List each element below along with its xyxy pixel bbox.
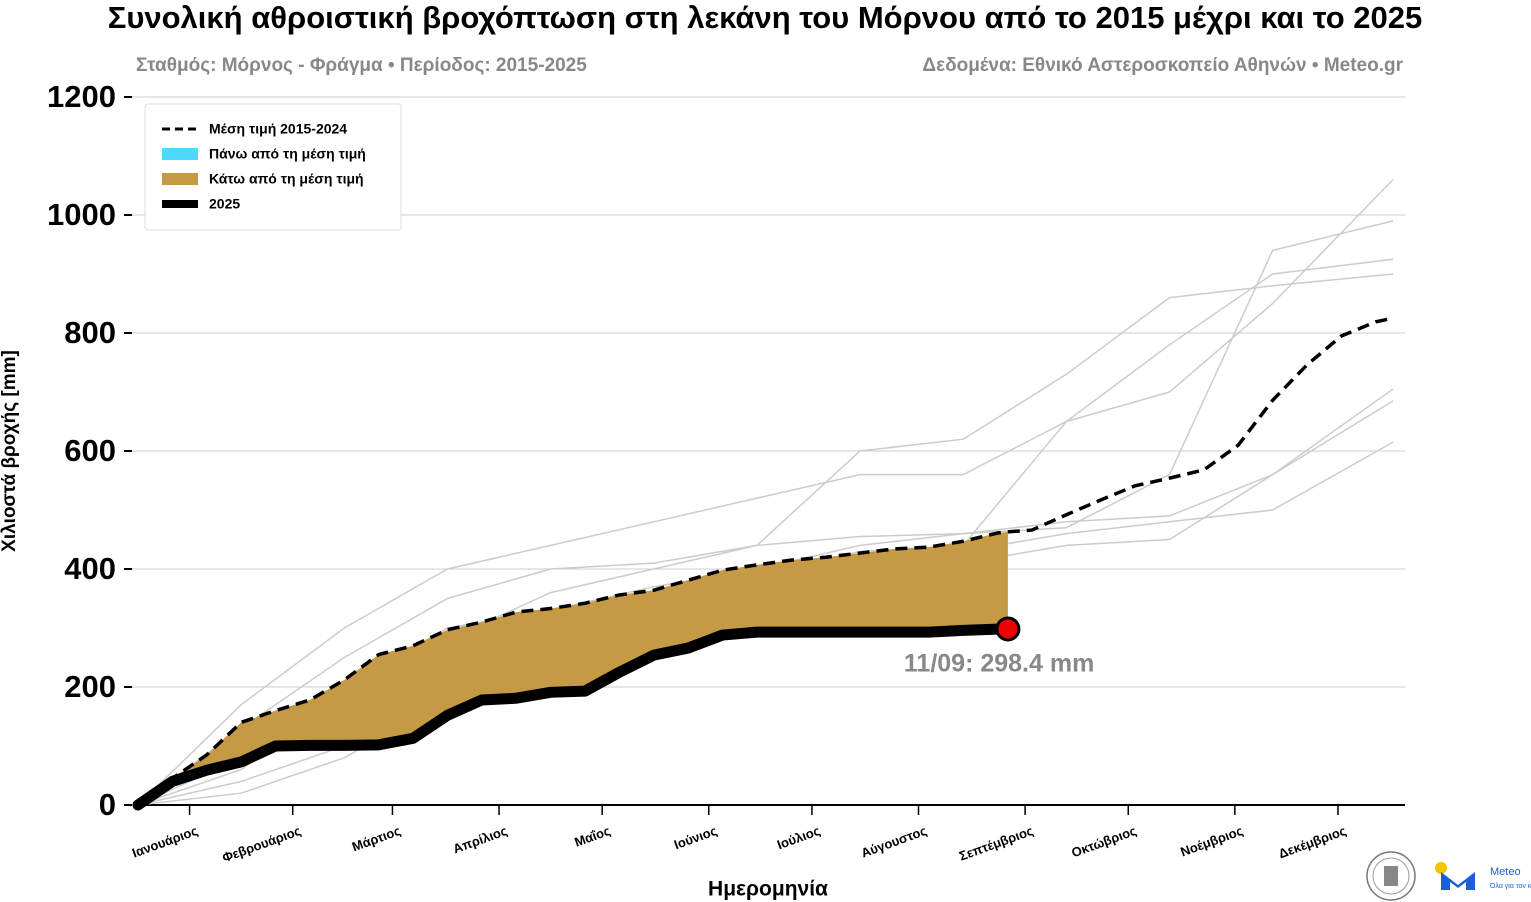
x-tick-label: Σεπτέμβριος [957, 823, 1035, 864]
x-axis-label: Ημερομηνία [708, 878, 828, 901]
logo-observatory [1366, 851, 1416, 901]
legend-label: 2025 [209, 196, 240, 212]
chart-title: Συνολική αθροιστική βροχόπτωση στη λεκάν… [108, 0, 1423, 35]
x-tick-label: Φεβρουάριος [220, 823, 303, 865]
y-tick-label: 200 [64, 669, 116, 704]
x-tick-label: Ιανουάριος [130, 823, 200, 861]
x-tick-label: Οκτώβριος [1069, 823, 1138, 860]
below-mean-area [138, 531, 1008, 805]
series-line [136, 316, 1394, 807]
series-line [132, 623, 1014, 811]
y-axis-label: Χιλιοστά βροχής [mm] [0, 350, 20, 552]
logo-text: Meteo [1490, 866, 1521, 878]
annotation: 11/09: 298.4 mm [904, 650, 1094, 678]
legend: Μέση τιμή 2015-2024 Πάνω από τη μέση τιμή… [144, 103, 402, 231]
legend-label: Κάτω από τη μέση τιμή [209, 171, 364, 187]
end-marker [995, 616, 1021, 642]
y-tick-label: 1000 [47, 197, 116, 232]
x-tick-label: Μαΐος [572, 823, 612, 850]
x-tick-label: Απρίλιος [451, 823, 509, 857]
y-tick-label: 400 [64, 551, 116, 586]
x-tick-label: Ιούνιος [672, 823, 719, 852]
x-tick-label: Νοέμβριος [1178, 823, 1245, 860]
x-tick-label: Μάρτιος [350, 823, 403, 854]
y-tick-label: 1200 [47, 79, 116, 114]
source: Δεδομένα: Εθνικό Αστεροσκοπείο Αθηνών • … [922, 55, 1403, 76]
logo-meteo: Meteo Όλα για τον καιρό [1435, 862, 1531, 890]
x-tick-label: Ιούλιος [775, 823, 822, 852]
background-year-line [137, 179, 1394, 806]
legend-label: Πάνω από τη μέση τιμή [209, 146, 366, 162]
y-tick-label: 800 [64, 315, 116, 350]
x-tick-label: Αύγουστος [859, 823, 929, 861]
legend-swatch [162, 148, 198, 160]
x-tick-label: Δεκέμβριος [1276, 823, 1348, 861]
y-tick-label: 0 [99, 787, 116, 822]
legend-box [144, 103, 402, 231]
logo-subtext: Όλα για τον καιρό [1489, 882, 1531, 890]
subtitle: Σταθμός: Μόρνος - Φράγμα • Περίοδος: 201… [136, 55, 587, 76]
legend-label: Μέση τιμή 2015-2024 [209, 121, 347, 137]
legend-swatch [162, 173, 198, 185]
y-tick-label: 600 [64, 433, 116, 468]
